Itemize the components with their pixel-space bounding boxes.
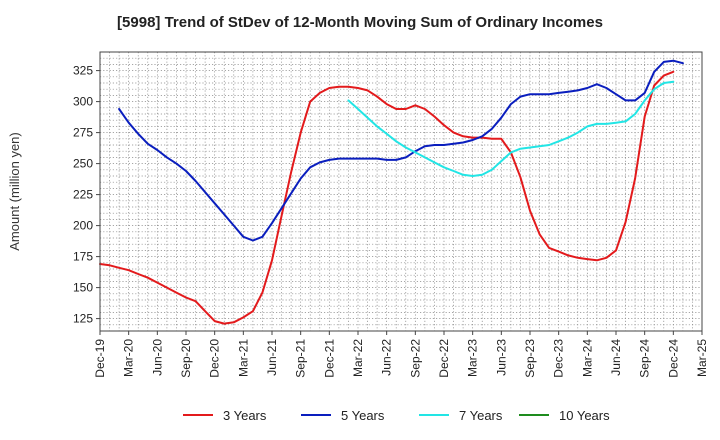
series-line-2 xyxy=(118,59,684,242)
x-tick-label: Sep-22 xyxy=(408,339,422,378)
y-tick-label: 300 xyxy=(73,95,93,109)
x-tick-label: Sep-24 xyxy=(638,339,652,378)
x-axis: Dec-19 Mar-20 Jun-20 Sep-20 Dec-20 Mar-21 Jun-… xyxy=(93,331,709,378)
y-tick-label: 225 xyxy=(73,188,93,202)
plot-frame xyxy=(99,51,703,332)
y-tick-label: 125 xyxy=(73,312,93,326)
x-tick-label: Sep-20 xyxy=(179,339,193,378)
y-tick-label: 275 xyxy=(73,126,93,140)
x-tick-label: Sep-21 xyxy=(294,339,308,378)
x-tick-label: Dec-20 xyxy=(208,339,222,378)
x-tick-label: Jun-20 xyxy=(150,339,164,376)
x-tick-label: Mar-24 xyxy=(580,339,594,377)
x-tick-label: Mar-22 xyxy=(351,339,365,377)
legend-label: 7 Years xyxy=(459,408,503,423)
legend-label: 10 Years xyxy=(559,408,610,423)
x-tick-label: Mar-20 xyxy=(122,339,136,377)
y-axis: 125 150 175 200 225 250 275 300 325 xyxy=(73,64,100,326)
x-tick-label: Dec-23 xyxy=(552,339,566,378)
legend-label: 3 Years xyxy=(223,408,267,423)
y-tick-label: 325 xyxy=(73,64,93,78)
x-tick-label: Dec-19 xyxy=(93,339,107,378)
x-tick-label: Mar-23 xyxy=(466,339,480,377)
y-tick-label: 250 xyxy=(73,157,93,171)
legend: 3 Years 5 Years 7 Years 10 Years xyxy=(183,408,610,423)
x-tick-label: Sep-23 xyxy=(523,339,537,378)
y-tick-label: 150 xyxy=(73,281,93,295)
legend-label: 5 Years xyxy=(341,408,385,423)
x-tick-label: Dec-21 xyxy=(322,339,336,378)
chart-title: [5998] Trend of StDev of 12-Month Moving… xyxy=(117,14,603,31)
x-tick-label: Dec-24 xyxy=(666,339,680,378)
x-tick-label: Dec-22 xyxy=(437,339,451,378)
x-tick-label: Jun-23 xyxy=(494,339,508,376)
x-tick-label: Jun-21 xyxy=(265,339,279,376)
x-tick-label: Jun-24 xyxy=(609,339,623,376)
y-axis-label: Amount (million yen) xyxy=(7,132,22,251)
x-tick-label: Jun-22 xyxy=(380,339,394,376)
series-line-1 xyxy=(99,70,675,325)
y-tick-label: 200 xyxy=(73,219,93,233)
series-layer xyxy=(99,59,684,325)
x-tick-label: Mar-21 xyxy=(236,339,250,377)
series-line-3 xyxy=(347,80,675,177)
x-tick-label: Mar-25 xyxy=(695,339,709,377)
y-tick-label: 175 xyxy=(73,250,93,264)
grid xyxy=(100,52,702,331)
